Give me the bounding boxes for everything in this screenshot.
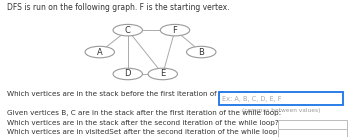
Circle shape [113,68,142,80]
Text: Which vertices are in the stack before the first iteration of the while loop?: Which vertices are in the stack before t… [7,91,273,97]
Text: Given vertices B, C are in the stack after the first iteration of the while loop: Given vertices B, C are in the stack aft… [7,110,281,116]
Circle shape [187,46,216,58]
Circle shape [160,24,190,36]
Circle shape [148,68,177,80]
Text: A: A [97,48,103,57]
Text: DFS is run on the following graph. F is the starting vertex.: DFS is run on the following graph. F is … [7,3,230,12]
Text: F: F [173,26,177,35]
Circle shape [85,46,114,58]
Text: Which vertices are in visitedSet after the second iteration of the while loop?: Which vertices are in visitedSet after t… [7,129,281,135]
Text: (commas between values): (commas between values) [241,108,320,113]
FancyBboxPatch shape [219,92,343,105]
Text: Ex: A, B, C, D, E, F: Ex: A, B, C, D, E, F [222,96,281,102]
Text: E: E [160,69,165,79]
FancyBboxPatch shape [278,120,346,132]
FancyBboxPatch shape [278,129,346,137]
Text: Which vertices are in the stack after the second iteration of the while loop?: Which vertices are in the stack after th… [7,120,279,126]
Text: B: B [198,48,204,57]
Text: C: C [125,26,131,35]
Text: D: D [125,69,131,79]
Circle shape [113,24,142,36]
